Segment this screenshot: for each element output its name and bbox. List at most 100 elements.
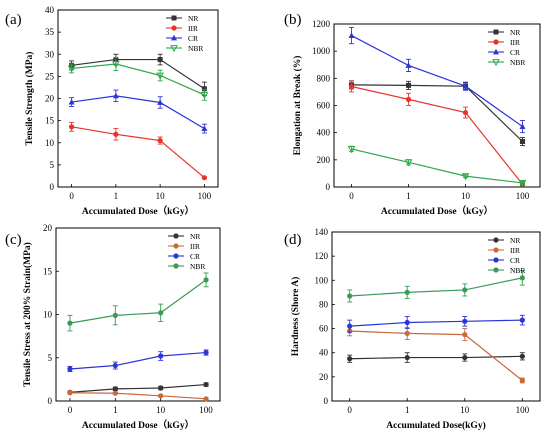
y-tick-label: 5 [48, 353, 53, 363]
series-iir [69, 121, 207, 181]
x-tick-label: 100 [198, 191, 212, 201]
legend-marker [171, 25, 177, 31]
legend-label: NR [510, 236, 520, 245]
data-point [518, 180, 527, 188]
x-tick-label: 10 [156, 191, 166, 201]
y-tick-label: 20 [319, 372, 329, 382]
data-point [347, 356, 353, 362]
y-tick-label: 20 [43, 223, 53, 233]
series-cr [67, 349, 209, 373]
data-point [158, 385, 164, 391]
y-tick-label: 15 [43, 266, 53, 276]
series-nbr [67, 272, 209, 332]
panel-label: (a) [5, 12, 22, 28]
legend-label: NR [190, 232, 200, 241]
y-tick-label: 200 [317, 155, 331, 165]
legend-label: CR [190, 252, 200, 261]
x-tick-label: 10 [461, 191, 471, 201]
y-tick-label: 25 [45, 71, 55, 81]
series-cr [68, 89, 208, 134]
data-point [67, 366, 73, 372]
chart-panel-2: 0 200 400 600 800 1000 1200 0 1 10 100 Accumulated … [284, 12, 541, 217]
data-point [201, 86, 207, 92]
legend-label: NR [188, 14, 198, 23]
y-tick-label: 0 [50, 182, 55, 192]
data-point [405, 62, 412, 68]
data-point [519, 377, 525, 384]
x-axis-label: Accumulated Dose（kGy） [381, 205, 493, 217]
data-point [462, 318, 468, 324]
chart-panel-1: 0 5 10 15 20 25 30 35 40 0 1 10 100 Accumulated Dose（… [5, 5, 219, 217]
x-tick-label: 1 [114, 191, 119, 201]
data-point [405, 96, 412, 102]
legend-label: IIR [510, 246, 520, 255]
y-tick-label: 1000 [312, 46, 331, 56]
data-point [404, 159, 413, 167]
series-line [69, 279, 207, 324]
data-point [67, 390, 73, 396]
legend-label: NBR [510, 58, 525, 67]
legend-marker [493, 247, 499, 253]
data-point [201, 175, 207, 181]
series-line [349, 355, 523, 360]
data-point [156, 72, 164, 80]
y-tick-label: 40 [45, 5, 55, 15]
legend-marker [493, 257, 499, 263]
series-line [351, 85, 523, 185]
series-nr [349, 80, 525, 147]
y-tick-label: 15 [45, 116, 55, 126]
data-point [200, 92, 209, 100]
data-point [158, 310, 164, 316]
legend-marker [493, 237, 499, 243]
data-point [203, 349, 209, 356]
series-nbr [67, 56, 209, 101]
chart-panel-3: 0 5 10 15 20 0 1 10 100 Accumulated Dose（kGy） Tens… [5, 223, 221, 431]
series-line [69, 392, 207, 400]
x-axis-label: Accumulated Dose(kGy) [386, 420, 485, 431]
data-point [519, 123, 526, 129]
y-tick-label: 120 [315, 251, 329, 261]
legend-marker [173, 253, 179, 259]
y-tick-label: 0 [326, 182, 331, 192]
legend-label: CR [188, 34, 198, 43]
y-tick-label: 40 [319, 348, 329, 358]
x-tick-label: 100 [199, 405, 213, 415]
series-nr [69, 53, 207, 96]
y-axis-label: Tensile Strength (MPa) [24, 52, 35, 146]
y-tick-label: 100 [315, 275, 329, 285]
legend-label: NBR [190, 262, 205, 271]
x-tick-label: 0 [347, 405, 352, 415]
series-line [349, 330, 523, 381]
legend-marker [171, 15, 177, 21]
panel-label: (c) [5, 232, 22, 248]
data-point [462, 354, 468, 361]
legend-label: NBR [510, 266, 525, 275]
data-point [203, 396, 209, 402]
series-line [71, 95, 205, 130]
data-point [519, 275, 525, 281]
legend-label: NBR [188, 44, 203, 53]
data-point [113, 131, 119, 137]
data-point [68, 98, 75, 105]
data-point [69, 124, 75, 130]
legend-marker [492, 59, 500, 67]
y-tick-label: 140 [315, 227, 329, 237]
x-tick-label: 0 [69, 191, 74, 201]
series-iir [348, 80, 526, 187]
series-line [71, 58, 205, 90]
data-point [519, 317, 525, 323]
y-tick-label: 10 [45, 138, 55, 148]
y-tick-label: 600 [317, 101, 331, 111]
y-axis-label: Hardness (Shore A) [290, 277, 301, 357]
panel-label: (d) [284, 232, 302, 248]
series-line [69, 351, 207, 370]
data-point [112, 92, 119, 99]
data-point [348, 32, 355, 38]
legend-label: IIR [190, 242, 200, 251]
data-point [519, 138, 525, 144]
x-tick-label: 0 [68, 405, 73, 415]
x-tick-label: 10 [156, 405, 166, 415]
series-cr [347, 314, 525, 333]
data-point [201, 125, 208, 131]
